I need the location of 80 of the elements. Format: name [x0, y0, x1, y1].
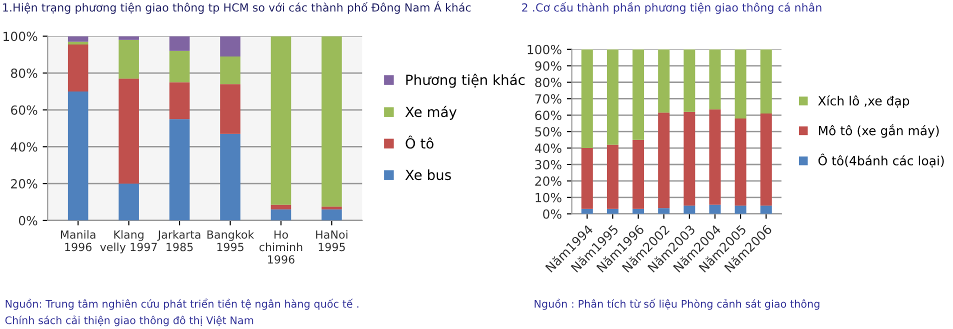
bar [118, 184, 139, 220]
x-tick-label: Bangkok 1995 [207, 230, 254, 252]
y-tick-label: 30% [535, 160, 562, 170]
bar [581, 49, 593, 148]
bar [734, 206, 746, 214]
chart-title: 2 .Cơ cấu thành phần phương tiện giao thông cá nhân [522, 2, 822, 14]
bar [658, 112, 670, 208]
legend-label: Phương tiện khác [406, 74, 525, 88]
y-tick-label: 60% [11, 105, 38, 115]
bar [760, 114, 772, 206]
bar [632, 140, 644, 209]
x-tick-label: Klang velly 1997 [100, 230, 157, 254]
bar [684, 112, 696, 206]
bar [220, 36, 240, 56]
chart-title: 1.Hiện trạng phương tiện giao thông tp HCM so với các thành phố Đông Nam Á khác [3, 1, 471, 14]
x-tick-label: Ho chiminh 1996 [259, 230, 302, 264]
text: Nguồn : Phân tích từ số liệu Phòng cảnh sát giao thông [534, 298, 820, 310]
bar [760, 49, 772, 114]
bar [709, 49, 721, 110]
bar [118, 78, 139, 184]
y-tick-label: 40% [10, 142, 38, 152]
bar [760, 206, 772, 214]
y-tick-label: 100% [528, 44, 562, 54]
bar [118, 40, 139, 79]
x-tick-label: Jarkarta 1985 [157, 230, 200, 252]
bar [658, 208, 670, 214]
bar [118, 36, 139, 40]
bar [322, 36, 342, 207]
bar [606, 208, 618, 214]
legend-label: Xe máy [405, 106, 457, 120]
legend-label: Xích lô ,xe đạp [818, 95, 910, 108]
bar [169, 50, 190, 82]
y-tick-label: 40% [534, 144, 562, 153]
text: Nguồn: Trung tâm nghiên cứu phát triển tiền tệ ngân hàng quốc tế . [6, 298, 358, 310]
bar [169, 82, 190, 120]
y-tick-label: 0% [543, 209, 562, 219]
y-tick-label: 80% [535, 78, 562, 88]
bar [734, 49, 746, 118]
bar [322, 206, 342, 210]
bar [734, 118, 746, 206]
y-tick-label: 50% [535, 127, 562, 137]
bar [632, 208, 644, 214]
bar [684, 206, 696, 214]
bar [270, 204, 292, 210]
bar [68, 44, 88, 92]
legend-label: Ô tô [406, 136, 434, 149]
y-tick-label: 0% [18, 216, 38, 226]
bar [632, 49, 644, 140]
bar [68, 91, 88, 220]
y-tick-label: 20% [11, 179, 38, 189]
legend-label: Xe bus [405, 169, 451, 180]
bar [581, 208, 593, 214]
bar [658, 49, 670, 113]
y-tick-label: 70% [535, 94, 562, 104]
y-tick-label: 10% [536, 192, 562, 202]
bar [220, 56, 240, 84]
y-tick-label: 80% [10, 68, 38, 78]
y-tick-label: 100% [4, 32, 38, 42]
y-tick-label: 20% [535, 176, 562, 186]
bar [270, 209, 292, 220]
bar [709, 204, 721, 214]
y-tick-label: 60% [535, 110, 562, 120]
bar [581, 148, 593, 209]
bar [709, 109, 721, 205]
legend-label: Mô tô (xe gắn máy) [818, 124, 939, 138]
bar [220, 134, 240, 220]
bar [169, 119, 190, 220]
x-tick-label: Manila 1996 [60, 230, 96, 252]
bar [606, 144, 618, 209]
text: Chính sách cải thiện giao thông đô thị Việt Nam [5, 316, 254, 326]
legend-label: Ô tô(4bánh các loại) [818, 154, 944, 168]
bar [322, 209, 342, 220]
bar [68, 42, 88, 44]
y-tick-label: 90% [535, 61, 562, 71]
bar [606, 49, 618, 145]
bar [220, 84, 240, 134]
x-tick-label: HaNoi 1995 [316, 230, 348, 252]
bar [684, 49, 696, 112]
bar [169, 36, 190, 51]
bar [270, 36, 292, 205]
